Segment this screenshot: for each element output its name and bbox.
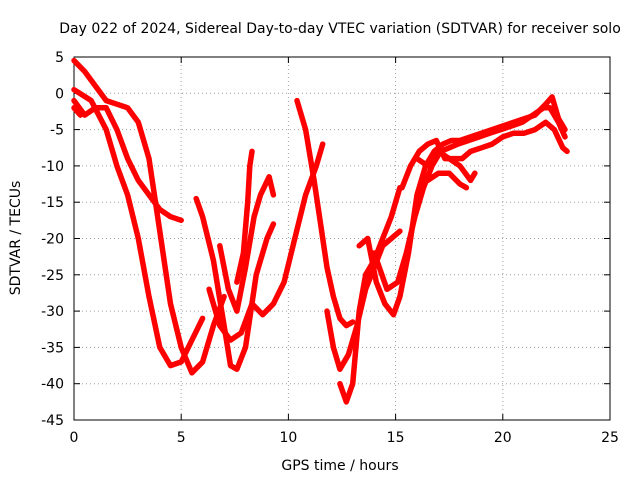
series-track-9	[297, 101, 353, 326]
y-tick-label: -40	[41, 377, 64, 393]
series-track-11	[340, 188, 400, 402]
y-tick-label: -25	[41, 268, 64, 284]
y-tick-label: -15	[41, 195, 64, 211]
y-tick-label: -35	[41, 340, 64, 356]
y-tick-label: -5	[50, 123, 64, 139]
y-tick-label: 0	[55, 86, 64, 102]
y-tick-label: -30	[41, 304, 64, 320]
y-tick-label: 5	[55, 50, 64, 66]
x-tick-label: 15	[387, 430, 405, 446]
x-tick-label: 20	[494, 430, 512, 446]
x-tick-label: 0	[70, 430, 79, 446]
x-tick-label: 25	[601, 430, 619, 446]
x-tick-label: 5	[177, 430, 186, 446]
x-axis-label: GPS time / hours	[281, 458, 398, 474]
x-tick-label: 10	[279, 430, 297, 446]
chart: Day 022 of 2024, Sidereal Day-to-day VTE…	[0, 0, 640, 480]
y-tick-label: -20	[41, 232, 64, 248]
y-tick-label: -10	[41, 159, 64, 175]
chart-title: Day 022 of 2024, Sidereal Day-to-day VTE…	[59, 21, 621, 37]
series-group	[74, 61, 567, 402]
y-tick-label: -45	[41, 413, 64, 429]
y-axis-label: SDTVAR / TECUs	[8, 181, 24, 296]
series-track-16	[428, 173, 467, 188]
